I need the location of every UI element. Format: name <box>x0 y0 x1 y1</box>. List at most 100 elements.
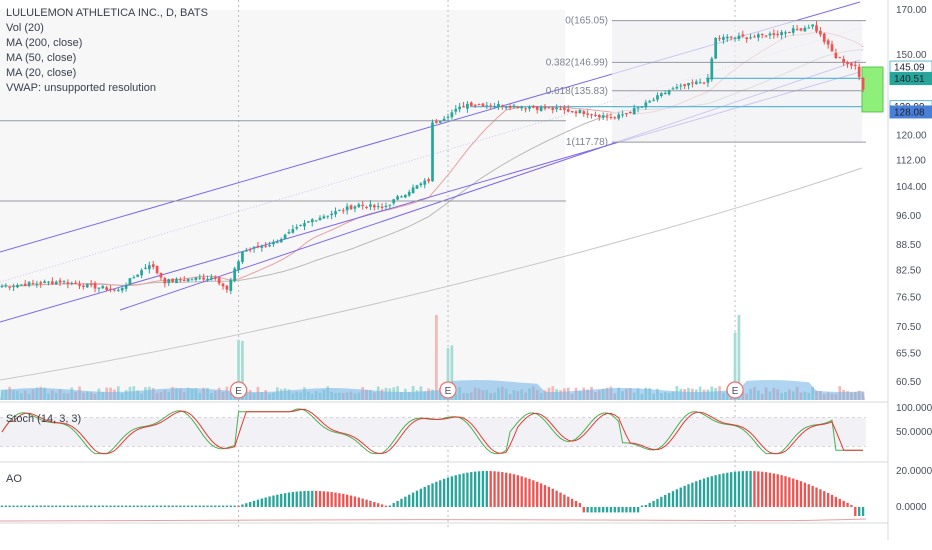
candle-body <box>326 215 330 217</box>
ao-bar <box>97 505 101 507</box>
ao-bar <box>784 476 787 507</box>
candle-body <box>132 277 136 279</box>
ao-bar <box>299 491 302 507</box>
candle-body <box>702 82 706 84</box>
candle-body <box>675 87 679 89</box>
ao-tick-label: 0.0000 <box>896 502 927 513</box>
candle-body <box>244 250 248 252</box>
ao-bar <box>718 474 721 507</box>
ao-bar <box>683 485 686 507</box>
candle-body <box>322 216 326 219</box>
candle-body <box>82 285 85 287</box>
candle-body <box>582 111 586 115</box>
candle-body <box>299 224 302 226</box>
ao-bar <box>194 505 198 507</box>
candle-body <box>741 34 745 37</box>
candle-body <box>303 223 306 227</box>
stoch-tick-label: 100.0000 <box>896 403 932 414</box>
ao-bar <box>799 481 803 507</box>
ao-bar <box>39 505 42 507</box>
candle-body <box>516 106 520 109</box>
candle-body <box>93 282 97 289</box>
ao-bar <box>640 505 644 507</box>
volume-bar <box>435 315 438 400</box>
candle-body <box>105 287 109 291</box>
candle-body <box>392 199 396 204</box>
candle-body <box>31 282 35 284</box>
candle-body <box>691 82 694 84</box>
ao-bar <box>318 490 322 507</box>
candle-body <box>500 105 504 108</box>
earnings-marker-label: E <box>445 386 452 397</box>
ao-bar <box>152 505 155 507</box>
ao-bar <box>826 492 830 507</box>
ao-bar <box>241 504 244 507</box>
ao-bar <box>524 477 527 507</box>
candle-body <box>287 231 291 234</box>
legend-vol: Vol (20) <box>6 22 44 34</box>
ao-bar <box>578 503 582 507</box>
candle-body <box>535 106 539 110</box>
ao-bar <box>89 505 93 507</box>
ao-bar <box>745 471 748 507</box>
candle-body <box>454 108 458 112</box>
ao-bar <box>528 478 531 507</box>
candle-body <box>768 33 772 36</box>
ao-bar <box>334 492 337 507</box>
candle-body <box>101 286 105 289</box>
candle-body <box>807 27 811 29</box>
chart-legend: LULULEMON ATHLETICA INC., D, BATS Vol (2… <box>6 6 208 96</box>
ao-bar <box>520 476 523 507</box>
ma200-line <box>0 167 863 381</box>
candle-body <box>803 27 807 32</box>
candle-body <box>272 241 275 245</box>
ao-bar <box>388 505 391 507</box>
ao-bar <box>741 471 744 507</box>
candle-body <box>733 37 737 39</box>
candle-body <box>698 82 702 84</box>
ao-bar <box>303 490 306 507</box>
candle-body <box>667 90 671 95</box>
y-tick-label: 104.00 <box>896 182 927 193</box>
candle-body <box>268 245 271 247</box>
earnings-marker <box>726 381 744 399</box>
candle-body <box>745 37 749 39</box>
candle-body <box>147 265 151 270</box>
fib-label: 1(117.78) <box>566 137 608 148</box>
price-tag-label: 140.51 <box>894 74 925 85</box>
candle-body <box>407 191 411 196</box>
candle-body <box>345 206 349 211</box>
ao-bar <box>644 504 648 507</box>
ao-bar <box>342 493 345 507</box>
candle-body <box>341 210 345 212</box>
ao-bar <box>252 500 256 507</box>
candle-body <box>578 110 582 114</box>
candle-body <box>819 30 822 35</box>
candle-body <box>369 204 372 207</box>
ao-bar <box>276 494 279 507</box>
ao-bar <box>737 471 741 507</box>
candle-body <box>846 62 849 65</box>
ao-bar <box>609 507 613 513</box>
ao-bar <box>415 490 419 507</box>
ao-bar <box>485 471 488 507</box>
candle-body <box>155 265 159 274</box>
ao-bar <box>249 501 252 507</box>
ao-bar <box>497 471 500 507</box>
ao-bar <box>12 505 15 507</box>
candle-body <box>714 38 718 59</box>
price-tag-label: 128.08 <box>894 107 925 118</box>
candle-body <box>679 85 683 87</box>
ao-bar <box>702 478 706 507</box>
ao-bar <box>404 496 407 507</box>
candle-body <box>12 286 15 288</box>
ao-bar <box>124 505 128 507</box>
candle-body <box>753 36 756 38</box>
ao-bar <box>458 474 461 507</box>
ao-bar <box>272 495 275 507</box>
candle-body <box>275 242 279 244</box>
ao-bar <box>377 503 380 507</box>
candle-body <box>520 106 524 109</box>
ao-bar <box>574 500 578 507</box>
